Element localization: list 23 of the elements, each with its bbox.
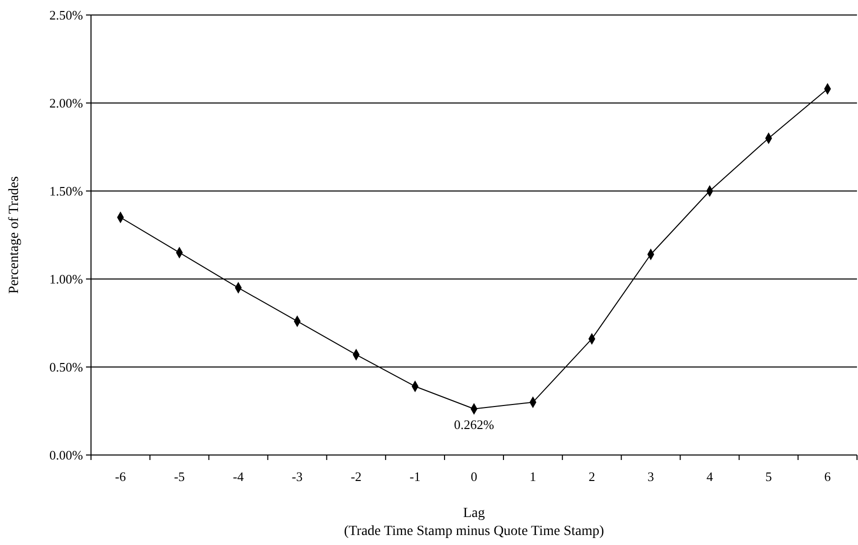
text: (Trade Time Stamp minus Quote Time Stamp) (344, 524, 604, 539)
y-axis-title: Percentage of Trades (7, 176, 22, 294)
y-tick-label: 2.50% (49, 8, 84, 23)
x-tick-label: 4 (706, 469, 714, 484)
y-tick-label: 1.50% (49, 184, 84, 199)
x-tick-label: 6 (824, 469, 832, 484)
x-tick-label: -3 (292, 469, 303, 484)
x-tick-label: -6 (115, 469, 126, 484)
x-tick-label: 3 (648, 469, 654, 484)
x-tick-label: 1 (530, 469, 536, 484)
x-tick-label: 2 (588, 469, 596, 484)
x-tick-label: -5 (174, 469, 185, 484)
x-axis-title: Lag (463, 506, 485, 521)
x-tick-label: -4 (232, 469, 244, 484)
x-tick-label: 5 (765, 469, 772, 484)
data-label: 0.262% (454, 416, 494, 432)
x-tick-label: -1 (410, 469, 420, 484)
y-tick-label: 2.00% (49, 96, 84, 111)
y-tick-label: 1.00% (49, 272, 84, 287)
y-tick-label: 0.00% (49, 448, 84, 463)
x-tick-label: 0 (470, 469, 478, 484)
x-tick-label: -2 (350, 469, 362, 484)
y-tick-label: 0.50% (49, 360, 84, 375)
